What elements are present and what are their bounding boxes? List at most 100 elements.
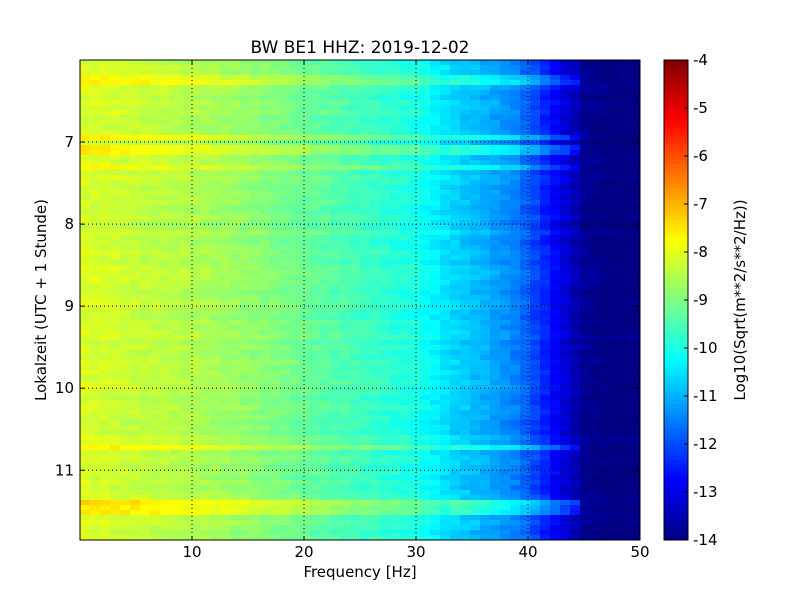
- heatmap-cell: [170, 420, 181, 426]
- heatmap-cell: [610, 455, 621, 461]
- heatmap-cell: [410, 345, 421, 351]
- heatmap-cell: [340, 310, 351, 316]
- heatmap-cell: [580, 175, 591, 181]
- heatmap-cell: [470, 160, 481, 166]
- heatmap-cell: [80, 460, 91, 466]
- heatmap-cell: [410, 150, 421, 156]
- heatmap-cell: [510, 410, 521, 416]
- heatmap-cell: [230, 395, 241, 401]
- heatmap-cell: [590, 440, 601, 446]
- heatmap-cell: [560, 405, 571, 411]
- heatmap-cell: [230, 165, 241, 171]
- heatmap-cell: [240, 455, 251, 461]
- heatmap-cell: [210, 365, 221, 371]
- heatmap-cell: [90, 65, 101, 71]
- heatmap-cell: [560, 155, 571, 161]
- heatmap-cell: [160, 190, 171, 196]
- heatmap-cell: [190, 390, 201, 396]
- heatmap-cell: [100, 180, 111, 186]
- heatmap-cell: [140, 485, 151, 491]
- heatmap-cell: [270, 380, 281, 386]
- heatmap-cell: [310, 220, 321, 226]
- heatmap-cell: [620, 430, 631, 436]
- heatmap-cell: [310, 125, 321, 131]
- heatmap-cell: [140, 115, 151, 121]
- heatmap-cell: [180, 105, 191, 111]
- heatmap-cell: [250, 305, 261, 311]
- heatmap-cell: [110, 345, 121, 351]
- heatmap-cell: [330, 465, 341, 471]
- heatmap-cell: [560, 75, 571, 81]
- heatmap-cell: [130, 150, 141, 156]
- heatmap-cell: [420, 270, 431, 276]
- heatmap-cell: [210, 340, 221, 346]
- heatmap-cell: [250, 215, 261, 221]
- heatmap-cell: [100, 240, 111, 246]
- heatmap-cell: [560, 255, 571, 261]
- heatmap-cell: [520, 495, 531, 501]
- heatmap-cell: [390, 240, 401, 246]
- heatmap-cell: [500, 245, 511, 251]
- heatmap-cell: [510, 480, 521, 486]
- heatmap-cell: [200, 225, 211, 231]
- heatmap-cell: [490, 265, 501, 271]
- heatmap-cell: [460, 150, 471, 156]
- heatmap-cell: [110, 85, 121, 91]
- heatmap-cell: [120, 335, 131, 341]
- heatmap-cell: [300, 430, 311, 436]
- heatmap-cell: [510, 490, 521, 496]
- heatmap-cell: [240, 430, 251, 436]
- heatmap-cell: [450, 100, 461, 106]
- heatmap-cell: [250, 190, 261, 196]
- heatmap-cell: [120, 425, 131, 431]
- heatmap-cell: [540, 85, 551, 91]
- heatmap-cell: [520, 235, 531, 241]
- heatmap-cell: [520, 255, 531, 261]
- heatmap-cell: [160, 310, 171, 316]
- heatmap-cell: [170, 180, 181, 186]
- heatmap-cell: [420, 280, 431, 286]
- heatmap-cell: [190, 330, 201, 336]
- heatmap-cell: [280, 130, 291, 136]
- heatmap-cell: [390, 345, 401, 351]
- heatmap-cell: [540, 80, 551, 86]
- heatmap-cell: [420, 170, 431, 176]
- heatmap-cell: [540, 375, 551, 381]
- heatmap-cell: [90, 440, 101, 446]
- heatmap-cell: [360, 145, 371, 151]
- heatmap-cell: [530, 495, 541, 501]
- heatmap-cell: [190, 300, 201, 306]
- heatmap-cell: [160, 415, 171, 421]
- heatmap-cell: [280, 415, 291, 421]
- heatmap-cell: [620, 105, 631, 111]
- heatmap-cell: [470, 140, 481, 146]
- heatmap-cell: [610, 205, 621, 211]
- heatmap-cell: [110, 415, 121, 421]
- heatmap-cell: [230, 60, 241, 66]
- heatmap-cell: [620, 285, 631, 291]
- heatmap-cell: [270, 165, 281, 171]
- heatmap-cell: [600, 80, 611, 86]
- heatmap-cell: [80, 375, 91, 381]
- heatmap-cell: [630, 425, 641, 431]
- heatmap-cell: [460, 375, 471, 381]
- heatmap-cell: [440, 245, 451, 251]
- heatmap-cell: [360, 425, 371, 431]
- heatmap-cell: [630, 450, 641, 456]
- heatmap-cell: [460, 305, 471, 311]
- heatmap-cell: [320, 455, 331, 461]
- heatmap-cell: [580, 280, 591, 286]
- heatmap-cell: [280, 75, 291, 81]
- heatmap-cell: [150, 195, 161, 201]
- heatmap-cell: [220, 120, 231, 126]
- heatmap-cell: [590, 375, 601, 381]
- heatmap-cell: [80, 355, 91, 361]
- heatmap-cell: [80, 230, 91, 236]
- heatmap-cell: [500, 340, 511, 346]
- heatmap-cell: [480, 80, 491, 86]
- heatmap-cell: [600, 415, 611, 421]
- heatmap-cell: [360, 480, 371, 486]
- heatmap-cell: [410, 385, 421, 391]
- heatmap-cell: [190, 180, 201, 186]
- heatmap-cell: [340, 70, 351, 76]
